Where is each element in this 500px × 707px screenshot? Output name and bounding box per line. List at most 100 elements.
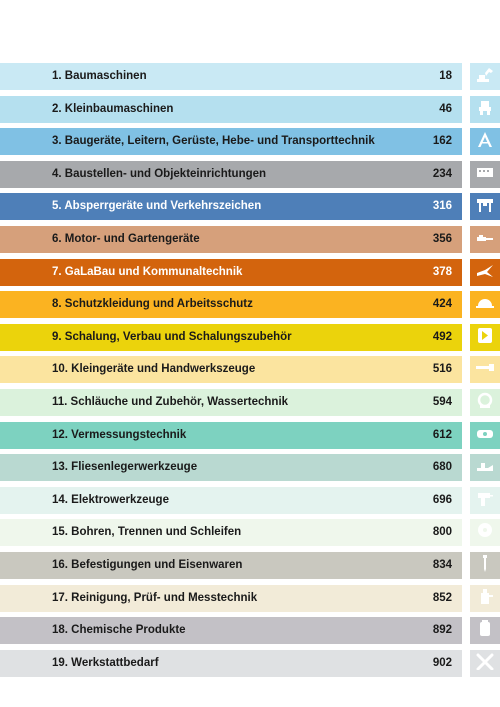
page-number: 356 (432, 233, 452, 245)
hose-icon (475, 391, 495, 414)
toc-row[interactable]: 7. GaLaBau und Kommunaltechnik 378 (0, 258, 500, 286)
toc-color-bar: 16. Befestigungen und Eisenwaren 834 (0, 552, 462, 579)
excavator-icon (475, 65, 495, 88)
page-number: 696 (432, 493, 452, 506)
chapter-title: 1. Baumaschinen (52, 70, 147, 82)
chainsaw-tab[interactable] (470, 226, 500, 253)
container-tab[interactable] (470, 160, 500, 188)
drill-tab[interactable] (470, 486, 500, 514)
page-number: 492 (432, 330, 452, 343)
toc-row[interactable]: 6. Motor- und Gartengeräte 356 (0, 226, 500, 253)
toc-row[interactable]: 18. Chemische Produkte 892 (0, 617, 500, 645)
chapter-title: 3. Baugeräte, Leitern, Gerüste, Hebe- un… (52, 135, 375, 148)
chapter-title: 17. Reinigung, Prüf- und Messtechnik (52, 591, 258, 604)
page-number: 424 (432, 298, 452, 311)
hand-tool-tab[interactable] (470, 356, 500, 384)
cleaning-tab[interactable] (470, 584, 500, 612)
page-number: 46 (439, 102, 452, 115)
toc-color-bar: 11. Schläuche und Zubehör, Wassertechnik… (0, 389, 462, 416)
chapter-title: 18. Chemische Produkte (52, 624, 186, 637)
chapter-title: 2. Kleinbaumaschinen (52, 102, 174, 115)
level-tab[interactable] (470, 421, 500, 449)
small-machine-tab[interactable] (470, 95, 500, 123)
page-number: 162 (432, 135, 452, 148)
chapter-title: 10. Kleingeräte und Handwerkszeuge (52, 363, 256, 376)
chainsaw-icon (475, 228, 495, 251)
helmet-icon (475, 293, 495, 316)
toc-color-bar: 15. Bohren, Trennen und Schleifen 800 (0, 519, 462, 547)
chapter-title: 6. Motor- und Gartengeräte (52, 233, 200, 245)
toc-row[interactable]: 17. Reinigung, Prüf- und Messtechnik 852 (0, 584, 500, 612)
container-icon (475, 163, 495, 186)
toc-color-bar: 6. Motor- und Gartengeräte 356 (0, 226, 462, 253)
toc-row[interactable]: 13. Fliesenlegerwerkzeuge 680 (0, 454, 500, 482)
level-icon (475, 424, 495, 447)
wrench-tab[interactable] (470, 649, 500, 677)
shears-tab[interactable] (470, 258, 500, 286)
toc-color-bar: 7. GaLaBau und Kommunaltechnik 378 (0, 258, 462, 286)
toc-color-bar: 10. Kleingeräte und Handwerkszeuge 516 (0, 356, 462, 384)
toc-color-bar: 4. Baustellen- und Objekteinrichtungen 23… (0, 160, 462, 188)
toc-color-bar: 13. Fliesenlegerwerkzeuge 680 (0, 454, 462, 482)
toc-row[interactable]: 19. Werkstattbedarf 902 (0, 649, 500, 677)
hose-tab[interactable] (470, 389, 500, 416)
chapter-title: 19. Werkstattbedarf (52, 656, 159, 669)
page-number: 852 (432, 591, 452, 604)
toc-row[interactable]: 11. Schläuche und Zubehör, Wassertechnik… (0, 389, 500, 416)
formwork-icon (475, 326, 495, 349)
small-machine-icon (475, 98, 495, 121)
toc-color-bar: 17. Reinigung, Prüf- und Messtechnik 852 (0, 584, 462, 612)
toc-row[interactable]: 4. Baustellen- und Objekteinrichtungen 23… (0, 160, 500, 188)
ladder-tab[interactable] (470, 128, 500, 156)
helmet-tab[interactable] (470, 291, 500, 319)
drill-icon (475, 489, 495, 512)
canister-tab[interactable] (470, 617, 500, 645)
barrier-tab[interactable] (470, 193, 500, 221)
excavator-tab[interactable] (470, 63, 500, 90)
disc-icon (475, 521, 495, 544)
toc-row[interactable]: 16. Befestigungen und Eisenwaren 834 (0, 552, 500, 579)
toc-row[interactable]: 15. Bohren, Trennen und Schleifen 800 (0, 519, 500, 547)
chapter-title: 15. Bohren, Trennen und Schleifen (52, 526, 242, 539)
ladder-icon (475, 130, 495, 153)
wrench-icon (475, 652, 495, 675)
shears-icon (475, 261, 495, 284)
page-number: 800 (432, 526, 452, 539)
toc-color-bar: 18. Chemische Produkte 892 (0, 617, 462, 645)
hand-tool-icon (475, 358, 495, 381)
toc-row[interactable]: 2. Kleinbaumaschinen 46 (0, 95, 500, 123)
toc-row[interactable]: 8. Schutzkleidung und Arbeitsschutz 424 (0, 291, 500, 319)
toc-color-bar: 12. Vermessungstechnik 612 (0, 421, 462, 449)
trowel-tab[interactable] (470, 454, 500, 482)
trowel-icon (475, 456, 495, 479)
chapter-title: 7. GaLaBau und Kommunaltechnik (52, 265, 243, 278)
toc-color-bar: 8. Schutzkleidung und Arbeitsschutz 424 (0, 291, 462, 319)
page-number: 378 (432, 265, 452, 278)
cleaning-icon (475, 587, 495, 610)
page-number: 902 (432, 656, 452, 669)
chapter-title: 16. Befestigungen und Eisenwaren (52, 559, 243, 571)
toc-row[interactable]: 9. Schalung, Verbau und Schalungszubehör… (0, 323, 500, 351)
page-number: 612 (432, 428, 452, 441)
chapter-title: 4. Baustellen- und Objekteinrichtungen (52, 167, 267, 180)
page-number: 834 (432, 559, 452, 571)
screw-tab[interactable] (470, 552, 500, 579)
toc-row[interactable]: 5. Absperrgeräte und Verkehrszeichen 316 (0, 193, 500, 221)
disc-tab[interactable] (470, 519, 500, 547)
barrier-icon (475, 195, 495, 218)
toc-row[interactable]: 3. Baugeräte, Leitern, Gerüste, Hebe- un… (0, 128, 500, 156)
page-number: 680 (432, 461, 452, 474)
toc-color-bar: 1. Baumaschinen 18 (0, 63, 462, 90)
toc-row[interactable]: 10. Kleingeräte und Handwerkszeuge 516 (0, 356, 500, 384)
toc-color-bar: 5. Absperrgeräte und Verkehrszeichen 316 (0, 193, 462, 221)
chapter-title: 12. Vermessungstechnik (52, 428, 187, 441)
formwork-tab[interactable] (470, 323, 500, 351)
chapter-title: 13. Fliesenlegerwerkzeuge (52, 461, 198, 474)
toc-row[interactable]: 14. Elektrowerkzeuge 696 (0, 486, 500, 514)
toc-row[interactable]: 1. Baumaschinen 18 (0, 63, 500, 90)
toc-color-bar: 9. Schalung, Verbau und Schalungszubehör… (0, 323, 462, 351)
toc-row[interactable]: 12. Vermessungstechnik 612 (0, 421, 500, 449)
chapter-title: 8. Schutzkleidung und Arbeitsschutz (52, 298, 253, 311)
chapter-title: 5. Absperrgeräte und Verkehrszeichen (52, 200, 262, 213)
toc-color-bar: 2. Kleinbaumaschinen 46 (0, 95, 462, 123)
